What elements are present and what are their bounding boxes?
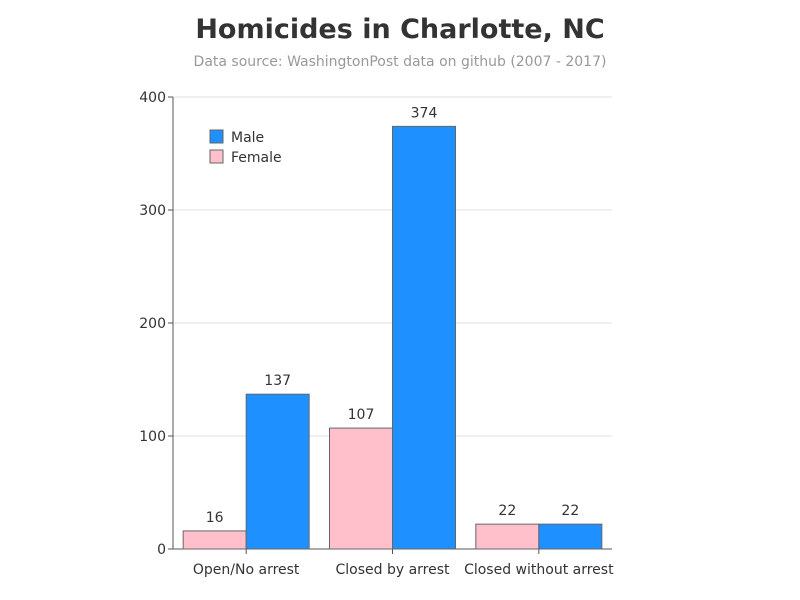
y-tick-label: 0 bbox=[157, 542, 166, 558]
legend-label: Male bbox=[231, 130, 264, 146]
chart-title: Homicides in Charlotte, NC bbox=[195, 14, 605, 45]
y-tick-label: 100 bbox=[139, 429, 166, 445]
bar-female bbox=[475, 523, 540, 550]
y-tick-label: 200 bbox=[139, 316, 166, 332]
data-label-female: 16 bbox=[206, 510, 224, 526]
data-label-male: 374 bbox=[411, 105, 438, 121]
chart-subtitle: Data source: WashingtonPost data on gith… bbox=[193, 54, 607, 70]
legend-swatch bbox=[209, 149, 224, 164]
bar-male bbox=[538, 523, 603, 550]
y-tick-label: 400 bbox=[139, 90, 166, 106]
bar-male bbox=[392, 125, 456, 550]
data-label-male: 22 bbox=[561, 503, 579, 519]
bar-female bbox=[329, 427, 393, 550]
bar-male bbox=[245, 393, 310, 550]
legend-label: Female bbox=[231, 150, 282, 166]
x-tick-label: Open/No arrest bbox=[193, 562, 300, 578]
data-label-female: 107 bbox=[348, 407, 375, 423]
data-label-female: 22 bbox=[498, 503, 516, 519]
legend-swatch bbox=[209, 129, 224, 144]
x-tick-label: Closed by arrest bbox=[335, 562, 450, 578]
y-tick-label: 300 bbox=[139, 203, 166, 219]
x-tick-label: Closed without arrest bbox=[464, 562, 614, 578]
bar-female bbox=[182, 530, 247, 550]
data-label-male: 137 bbox=[264, 373, 291, 389]
